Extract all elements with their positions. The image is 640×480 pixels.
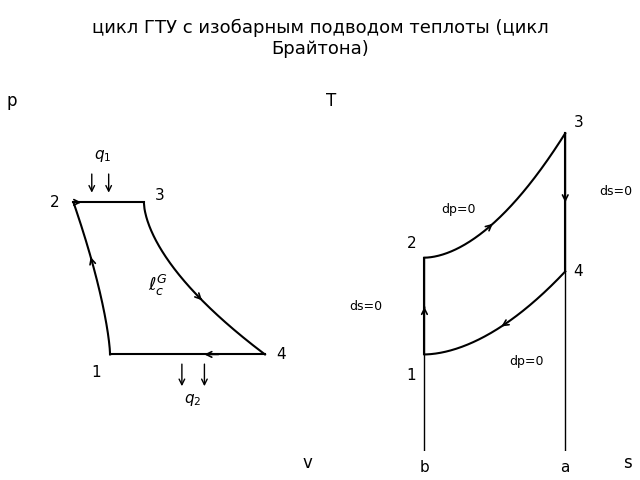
Text: $\ell_c^G$: $\ell_c^G$: [148, 273, 168, 298]
Text: dp=0: dp=0: [441, 203, 476, 216]
Text: v: v: [302, 455, 312, 472]
Text: p: p: [6, 92, 17, 109]
Text: 3: 3: [155, 188, 165, 203]
Text: 4: 4: [573, 264, 583, 279]
Text: T: T: [326, 92, 337, 109]
Text: 1: 1: [406, 368, 416, 383]
Text: 4: 4: [276, 347, 286, 362]
Text: ds=0: ds=0: [599, 185, 632, 199]
Text: $q_1$: $q_1$: [94, 148, 112, 164]
Text: ds=0: ds=0: [349, 300, 382, 312]
Text: цикл ГТУ с изобарным подводом теплоты (цикл
Брайтона): цикл ГТУ с изобарным подводом теплоты (ц…: [92, 19, 548, 58]
Text: b: b: [420, 460, 429, 475]
Text: 3: 3: [573, 115, 584, 130]
Text: 2: 2: [50, 195, 60, 210]
Text: a: a: [561, 460, 570, 475]
Text: dp=0: dp=0: [509, 355, 543, 368]
Text: $q_2$: $q_2$: [184, 393, 202, 408]
Text: 2: 2: [406, 236, 416, 251]
Text: s: s: [623, 455, 632, 472]
Text: 1: 1: [91, 365, 101, 380]
